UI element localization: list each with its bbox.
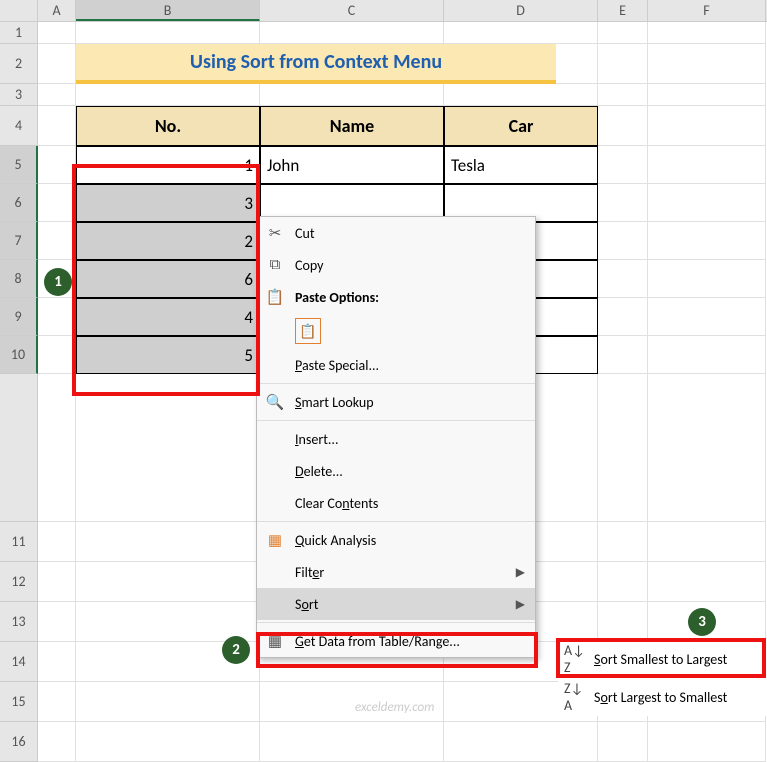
watermark: exceldemy.com — [355, 700, 434, 715]
row-header-2[interactable]: 2 — [0, 44, 38, 84]
select-all-corner[interactable] — [0, 0, 38, 21]
ctx-paste-options: 📋 Paste Options: — [257, 281, 535, 313]
cell-name[interactable]: John — [260, 146, 444, 184]
ctx-label: Copy — [295, 257, 323, 274]
scissors-icon: ✂ — [265, 224, 285, 243]
table-header-car[interactable]: Car — [444, 106, 598, 146]
step-badge-1: 1 — [44, 268, 72, 296]
ctx-label: Filter — [295, 564, 324, 581]
ctx-label: Insert... — [295, 431, 339, 448]
cell[interactable] — [598, 22, 648, 44]
paste-option-icon[interactable]: 📋 — [295, 318, 321, 344]
cell-no[interactable]: 2 — [76, 222, 260, 260]
cell[interactable] — [38, 22, 76, 44]
ctx-label: Paste Special... — [295, 357, 379, 374]
ctx-delete[interactable]: Delete... — [257, 455, 535, 487]
row-header-8[interactable]: 8 — [0, 260, 38, 298]
ctx-label: Clear Contents — [295, 495, 378, 512]
copy-icon: ⧉ — [265, 256, 285, 274]
row-header-9[interactable]: 9 — [0, 298, 38, 336]
sort-desc-icon: Z↓A — [564, 680, 583, 714]
row-header-12[interactable]: 12 — [0, 562, 38, 602]
row-header-16[interactable]: 16 — [0, 722, 38, 762]
ctx-cut[interactable]: ✂ Cut — [257, 217, 535, 249]
column-header-row: A B C D E F — [0, 0, 767, 22]
search-icon: 🔍 — [265, 393, 285, 412]
ctx-filter[interactable]: Filter ▶ — [257, 556, 535, 588]
step-badge-3: 3 — [688, 608, 716, 636]
col-header-b[interactable]: B — [76, 0, 260, 21]
analysis-icon: ▦ — [265, 531, 285, 550]
chevron-right-icon: ▶ — [516, 565, 525, 580]
sort-asc-icon: A↓Z — [564, 642, 585, 676]
ctx-label: Sort Smallest to Largest — [594, 651, 727, 668]
ctx-label: Cut — [295, 225, 315, 242]
row-header-4[interactable]: 4 — [0, 106, 38, 146]
cell-no[interactable]: 3 — [76, 184, 260, 222]
row-header-6[interactable]: 6 — [0, 184, 38, 222]
separator — [257, 420, 535, 421]
row-header-15[interactable]: 15 — [0, 682, 38, 722]
grid-row: 1 — [0, 22, 767, 44]
separator — [257, 383, 535, 384]
ctx-label: Paste Options: — [295, 289, 379, 306]
sort-asc[interactable]: A↓Z Sort Smallest to Largest — [558, 640, 766, 678]
page-title: Using Sort from Context Menu — [76, 44, 556, 84]
row-header-13[interactable]: 13 — [0, 602, 38, 642]
cell[interactable] — [648, 22, 766, 44]
row-header-5[interactable]: 5 — [0, 146, 38, 184]
clipboard-icon: 📋 — [265, 288, 285, 307]
ctx-clear[interactable]: Clear Contents — [257, 487, 535, 519]
col-header-f[interactable]: F — [648, 0, 766, 21]
col-header-d[interactable]: D — [444, 0, 598, 21]
table-icon: ▦ — [265, 632, 285, 651]
separator — [257, 521, 535, 522]
table-header-no[interactable]: No. — [76, 106, 260, 146]
ctx-label: Quick Analysis — [295, 532, 376, 549]
ctx-smart-lookup[interactable]: 🔍 Smart Lookup — [257, 386, 535, 418]
row-header-10[interactable]: 10 — [0, 336, 38, 374]
ctx-quick-analysis[interactable]: ▦ Quick Analysis — [257, 524, 535, 556]
cell-no[interactable]: 4 — [76, 298, 260, 336]
context-menu: ✂ Cut ⧉ Copy 📋 Paste Options: 📋 Paste Speci… — [256, 216, 536, 658]
cell-no[interactable]: 5 — [76, 336, 260, 374]
table-header-name[interactable]: Name — [260, 106, 444, 146]
col-header-c[interactable]: C — [260, 0, 444, 21]
cell-no[interactable]: 6 — [76, 260, 260, 298]
row-header-1[interactable]: 1 — [0, 22, 38, 44]
sort-desc[interactable]: Z↓A Sort Largest to Smallest — [558, 678, 766, 716]
row-header-7[interactable]: 7 — [0, 222, 38, 260]
ctx-label: Delete... — [295, 463, 343, 480]
ctx-copy[interactable]: ⧉ Copy — [257, 249, 535, 281]
row-header-11[interactable]: 11 — [0, 522, 38, 562]
paste-options-row: 📋 — [257, 313, 535, 349]
ctx-label: Sort Largest to Smallest — [594, 689, 727, 706]
ctx-get-data[interactable]: ▦ Get Data from Table/Range... — [257, 625, 535, 657]
cell[interactable] — [260, 22, 444, 44]
ctx-paste-special[interactable]: Paste Special... — [257, 349, 535, 381]
ctx-sort[interactable]: Sort ▶ — [257, 588, 535, 620]
row-header-3[interactable]: 3 — [0, 84, 38, 106]
ctx-label: Smart Lookup — [295, 394, 374, 411]
chevron-right-icon: ▶ — [516, 597, 525, 612]
cell-no[interactable]: 1 — [76, 146, 260, 184]
ctx-label: Get Data from Table/Range... — [295, 633, 460, 650]
cell-car[interactable]: Tesla — [444, 146, 598, 184]
col-header-a[interactable]: A — [38, 0, 76, 21]
row-header-14[interactable]: 14 — [0, 642, 38, 682]
step-badge-2: 2 — [222, 636, 250, 664]
col-header-e[interactable]: E — [598, 0, 648, 21]
ctx-insert[interactable]: Insert... — [257, 423, 535, 455]
cell[interactable] — [444, 22, 598, 44]
separator — [257, 622, 535, 623]
sort-submenu: A↓Z Sort Smallest to Largest Z↓A Sort Larg… — [558, 640, 766, 716]
cell[interactable] — [76, 22, 260, 44]
ctx-label: Sort — [295, 596, 318, 613]
